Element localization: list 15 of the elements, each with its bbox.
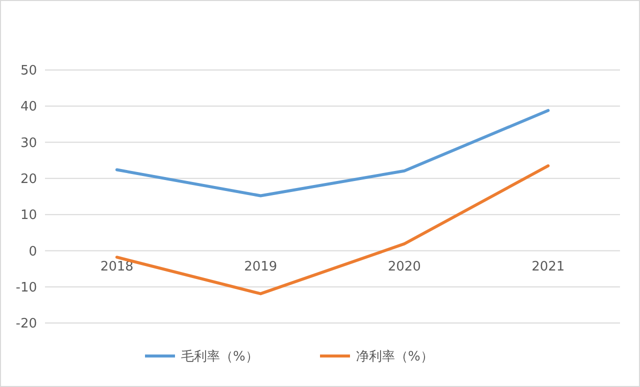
line-series xyxy=(115,108,550,198)
y-tick-label: 40 xyxy=(20,100,37,115)
x-tick-label: 2021 xyxy=(532,260,565,275)
x-tick-label: 2020 xyxy=(388,260,421,275)
y-tick-label: -10 xyxy=(16,280,37,296)
y-tick-label: 0 xyxy=(28,244,37,260)
y-tick-label: -20 xyxy=(16,316,37,332)
y-tick-label: 50 xyxy=(20,64,37,79)
x-tick-label: 2019 xyxy=(244,260,278,275)
y-tick-label: 30 xyxy=(20,136,37,151)
legend-label: 毛利率（%） xyxy=(181,348,258,365)
y-tick-label: 10 xyxy=(20,208,37,224)
y-tick-label: 20 xyxy=(20,172,37,187)
x-tick-label: 2018 xyxy=(100,260,134,275)
legend-label: 净利率（%） xyxy=(356,348,434,365)
